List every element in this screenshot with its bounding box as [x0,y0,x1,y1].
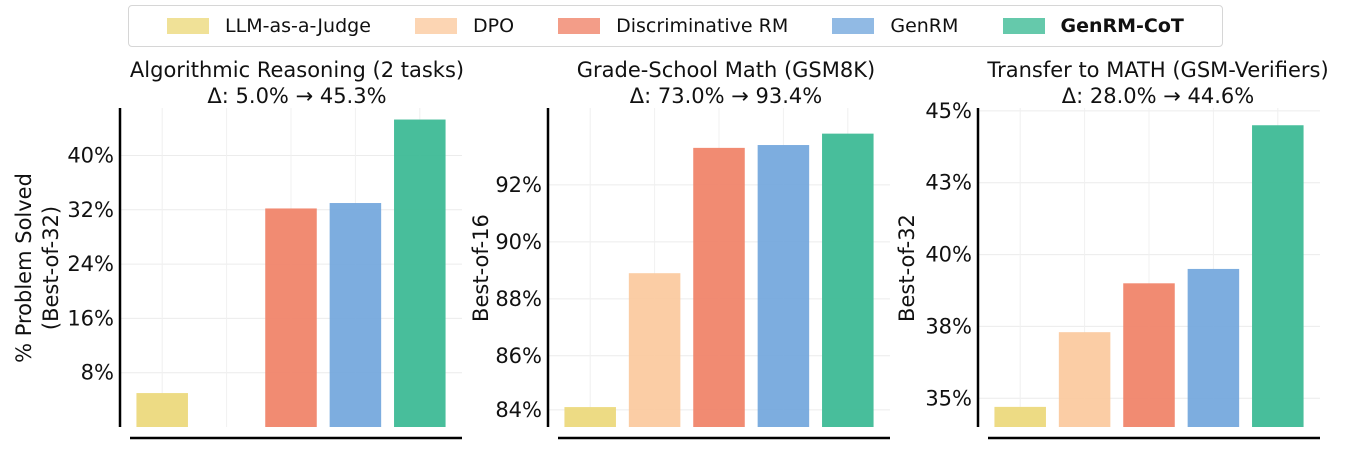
legend-label: LLM-as-a-Judge [225,15,371,37]
y-tick-label: 86% [495,344,542,368]
bar-genrm-cot [394,119,446,427]
chart-subtitle: Δ: 28.0% → 44.6% [1062,84,1255,108]
chart-subtitle: Δ: 5.0% → 45.3% [207,84,386,108]
bar-discriminative-rm [265,208,317,427]
bar-genrm [1187,268,1240,427]
legend-item: LLM-as-a-Judge [167,15,371,37]
chart-panel-1: 8% 16% 24% 32% 40% Algorithmic Reasoning (2 t… [12,58,464,440]
y-axis-label: % Problem Solved [12,173,36,363]
y-axis-label: Best-of-16 [469,214,493,322]
y-tick-label: 88% [495,287,542,311]
y-tick-label: 90% [495,230,542,254]
bar-genrm-cot [1252,125,1304,428]
legend-swatch [414,18,457,34]
legend-label: GenRM-CoT [1060,15,1184,37]
chart-panel-2: 84% 86% 88% 90% 92% Grade-School Math (GSM8K)… [469,58,890,440]
y-axis-label: Best-of-32 [895,214,919,322]
y-tick-label: 8% [81,361,114,385]
legend-label: DPO [472,15,515,37]
legend-label: Discriminative RM [616,15,789,37]
chart-title: Transfer to MATH (GSM-Verifiers) [986,58,1328,82]
bar-llm-as-a-judge [994,406,1046,427]
chart-title: Grade-School Math (GSM8K) [577,58,875,82]
legend-item: GenRM-CoT [1002,15,1184,37]
y-tick-label: 40% [925,243,972,267]
y-tick-label: 24% [67,252,114,276]
legend-item: Discriminative RM [558,15,788,37]
y-tick-label: 92% [495,173,542,197]
y-axis-label: (Best-of-32) [39,206,63,330]
legend-swatch [167,18,210,34]
legend-item: GenRM [832,15,958,37]
bar-llm-as-a-judge [136,393,188,427]
chart-title: Algorithmic Reasoning (2 tasks) [130,58,464,82]
chart-subtitle: Δ: 73.0% → 93.4% [630,84,823,108]
legend: LLM-as-a-Judge DPO Discriminative RM GenRM G… [128,5,1223,47]
bar-dpo [1058,332,1111,427]
bar-genrm-cot [822,133,874,428]
y-tick-label: 84% [495,398,542,422]
y-tick-label: 40% [67,144,114,168]
y-tick-label: 16% [67,306,114,330]
chart-panel-3: 35% 38% 40% 43% 45% Transfer to MATH (GSM-Ver… [895,58,1329,440]
y-tick-label: 38% [925,314,972,338]
y-tick-label: 32% [67,198,114,222]
bar-genrm [757,145,810,427]
y-tick-label: 35% [925,386,972,410]
y-tick-label: 43% [925,171,972,195]
bar-discriminative-rm [1123,283,1175,427]
legend-swatch [1002,18,1045,34]
bar-dpo [628,273,681,427]
legend-swatch [558,18,601,34]
legend-label: GenRM [890,15,959,37]
bar-llm-as-a-judge [564,407,616,427]
y-tick-label: 45% [925,99,972,123]
legend-item: DPO [414,15,515,37]
bar-genrm [329,203,382,427]
bar-discriminative-rm [693,147,745,427]
legend-swatch [832,18,875,34]
